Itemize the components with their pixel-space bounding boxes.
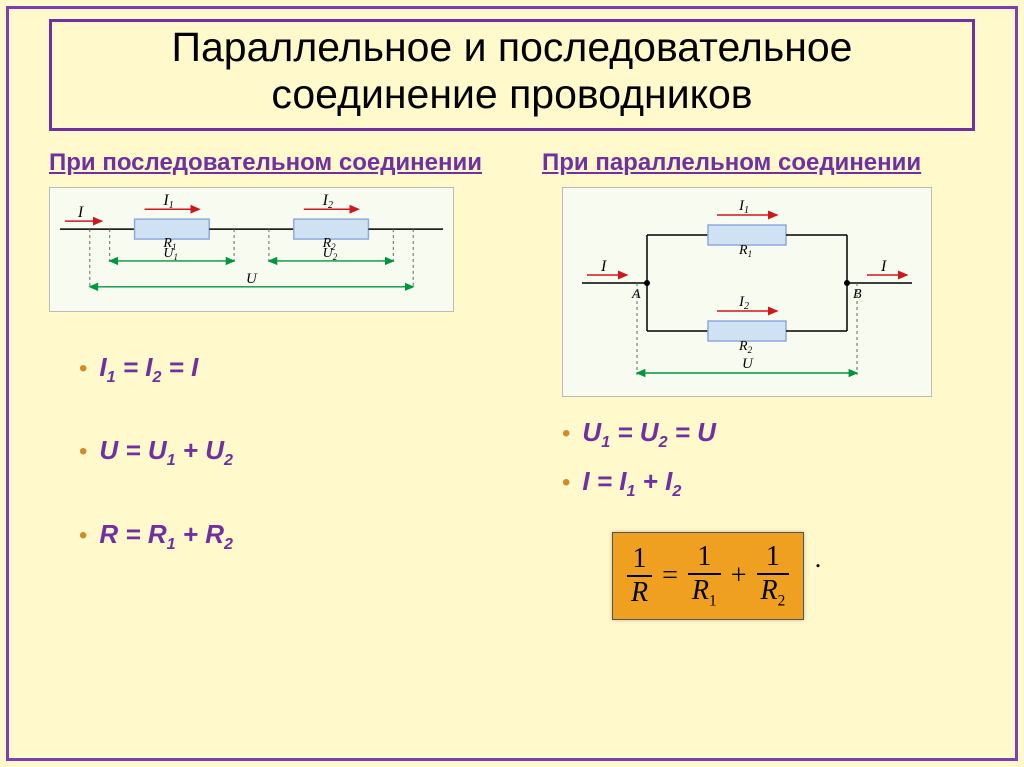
formula-Up: • U1 = U2 = U [562, 417, 975, 452]
title-box: Параллельное и последовательное соединен… [49, 19, 975, 131]
series-circuit-diagram: I I1 I2 R1 R2 U1 U2 [49, 187, 454, 312]
label-U: U [246, 271, 258, 287]
node-A: A [631, 287, 641, 302]
resistance-equation-box: 1 R = 1 R1 + 1 R2 [612, 532, 804, 620]
series-column: При последовательном соединении [49, 149, 492, 619]
frac-1-R1: 1 R1 [688, 541, 721, 611]
resistor-r1-par [708, 225, 786, 245]
columns: При последовательном соединении [9, 149, 1015, 619]
bullet-icon: • [562, 471, 570, 495]
label-I-in: I [600, 258, 607, 275]
formula-I: • I1 = I2 = I [79, 352, 492, 387]
frac-1-R: 1 R [627, 543, 652, 609]
series-subtitle: При последовательном соединении [49, 149, 492, 177]
bullet-icon: • [562, 422, 570, 446]
series-formulas: • I1 = I2 = I • U = U1 + U2 • R = R1 + R… [49, 352, 492, 554]
resistor-r2-par [708, 321, 786, 341]
label-I-out: I [880, 258, 887, 275]
label-I: I [77, 204, 84, 221]
eq-period: . [815, 544, 822, 579]
bullet-icon: • [79, 357, 87, 381]
parallel-column: При параллельном соединении [532, 149, 975, 619]
bullet-icon: • [79, 440, 87, 464]
frac-1-R2: 1 R2 [757, 541, 790, 611]
series-circuit-svg: I I1 I2 R1 R2 U1 U2 [50, 191, 453, 309]
label-I1: I1 [162, 192, 173, 211]
formula-R: • R = R1 + R2 [79, 519, 492, 554]
formula-Ip: • I = I1 + I2 [562, 466, 975, 501]
label-I2-par: I2 [738, 294, 749, 312]
page-title: Параллельное и последовательное соединен… [62, 24, 962, 118]
parallel-subtitle: При параллельном соединении [542, 149, 975, 177]
parallel-formulas: • U1 = U2 = U • I = I1 + I2 [532, 417, 975, 501]
parallel-circuit-diagram: A B I I I1 I2 R1 R2 [562, 187, 932, 397]
parallel-circuit-svg: A B I I I1 I2 R1 R2 [567, 195, 927, 390]
formula-U: • U = U1 + U2 [79, 435, 492, 470]
bullet-icon: • [79, 524, 87, 548]
slide: Параллельное и последовательное соединен… [6, 6, 1018, 761]
label-U-par: U [742, 356, 754, 372]
label-I1-par: I1 [738, 198, 749, 216]
resistance-equation: 1 R = 1 R1 + 1 R2 [612, 532, 975, 620]
label-I2: I2 [322, 192, 333, 211]
